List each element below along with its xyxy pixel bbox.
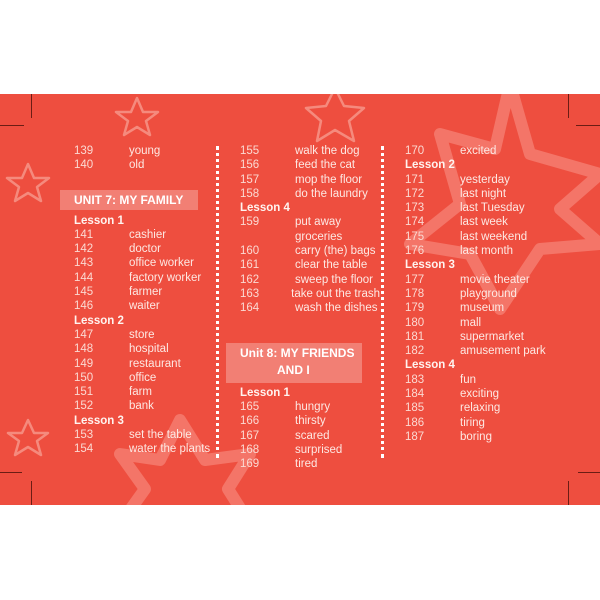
lesson-heading: Lesson 4 — [240, 202, 290, 215]
word-row: 172 last night — [405, 187, 507, 200]
word-row: 181 supermarket — [405, 330, 524, 343]
column-2: 155 walk the dog 156 feed the cat 157 mop t… — [226, 144, 380, 472]
star-icon — [304, 94, 366, 143]
word-row: 167 scared — [240, 429, 330, 442]
word-row: 173 last Tuesday — [405, 202, 525, 215]
word-row: 140 old — [74, 159, 145, 172]
word-row: 186 tiring — [405, 416, 485, 429]
word-row: 171 yesterday — [405, 173, 510, 186]
star-icon — [114, 96, 160, 137]
word-row: 147 store — [74, 328, 155, 341]
word-row: 142 doctor — [74, 243, 161, 256]
dotted-divider — [216, 146, 219, 458]
unit-8-heading: Unit 8: MY FRIENDS AND I — [226, 342, 362, 383]
word-row: 187 boring — [405, 430, 492, 443]
word-row: 177 movie theater — [405, 273, 530, 286]
large-star-icon — [404, 94, 600, 315]
word-row — [240, 316, 380, 330]
word-row: 144 factory worker — [74, 271, 202, 284]
crop-mark — [568, 481, 569, 505]
word-row: 168 surprised — [240, 444, 343, 457]
word-row: 161 clear the table — [240, 259, 368, 272]
vocabulary-card: 139 young 140 old UNIT 7: MY FAMILY Lesson… — [0, 94, 600, 505]
word-row: 157 mop the floor — [240, 173, 363, 186]
word-row: 184 exciting — [405, 388, 499, 401]
word-row: 160 carry (the) bags — [240, 245, 376, 258]
crop-mark — [31, 94, 32, 118]
word-row: 174 last week — [405, 216, 508, 229]
word-row: 163 take out the trash — [240, 287, 380, 300]
dotted-divider — [381, 146, 384, 458]
star-icon — [6, 418, 50, 457]
word-row: 170 excited — [405, 145, 497, 157]
word-row: 169 tired — [240, 458, 318, 471]
word-row: 165 hungry — [240, 401, 331, 414]
crop-mark — [576, 125, 600, 126]
crop-mark — [568, 94, 569, 118]
crop-mark — [0, 472, 22, 473]
word-row: 151 farm — [74, 386, 152, 399]
unit-8-title-line2: AND I — [277, 362, 310, 377]
lesson-heading: Lesson 3 — [405, 259, 455, 272]
lesson-heading: Lesson 2 — [74, 314, 124, 327]
word-row: 141 cashier — [74, 228, 167, 241]
decorative-stars — [5, 94, 600, 505]
word-row: 143 office worker — [74, 257, 194, 270]
word-row: 152 bank — [74, 400, 154, 413]
word-row: 166 thirsty — [240, 415, 326, 428]
word-row: 146 waiter — [74, 300, 160, 313]
word-row: 154 water the plants — [74, 443, 211, 456]
word-row: 155 walk the dog — [240, 145, 360, 157]
word-row: 176 last month — [405, 245, 514, 258]
word-row: 185 relaxing — [405, 402, 501, 415]
word-row: groceries — [295, 230, 343, 243]
word-row: 182 amusement park — [405, 345, 546, 358]
word-row: 164 wash the dishes — [240, 302, 378, 315]
unit-7-heading: UNIT 7: MY FAMILY — [60, 189, 198, 210]
lesson-heading: Lesson 3 — [74, 414, 124, 427]
word-row: 175 last weekend — [405, 230, 528, 243]
column-3: 170 excited Lesson 2 171 yesterday 172 last… — [405, 144, 555, 444]
word-row: 156 feed the cat — [240, 159, 356, 172]
unit-8-title-line1: Unit 8: MY FRIENDS — [240, 345, 355, 360]
large-star-icon — [114, 414, 256, 505]
word-row: 162 sweep the floor — [240, 273, 373, 286]
word-row: 159 put away — [240, 216, 342, 229]
word-row: 145 farmer — [74, 286, 163, 299]
column-1: 139 young 140 old UNIT 7: MY FAMILY Lesson… — [60, 144, 214, 457]
word-row: 179 museum — [405, 302, 505, 315]
word-row: 183 fun — [405, 373, 476, 386]
word-row: 150 office — [74, 371, 157, 384]
word-row: 148 hospital — [74, 343, 169, 356]
word-row: 139 young — [74, 145, 161, 157]
word-row: 153 set the table — [74, 429, 192, 442]
lesson-heading: Lesson 1 — [240, 386, 290, 399]
word-row: 149 restaurant — [74, 357, 181, 370]
word-row: 158 do the laundry — [240, 187, 368, 200]
lesson-heading: Lesson 2 — [405, 159, 455, 172]
crop-mark — [578, 472, 600, 473]
word-row: 178 playground — [405, 287, 517, 300]
crop-mark — [31, 481, 32, 505]
star-icon — [5, 162, 51, 203]
lesson-heading: Lesson 1 — [74, 214, 124, 227]
word-row: 180 mall — [405, 316, 482, 329]
crop-mark — [0, 125, 24, 126]
lesson-heading: Lesson 4 — [405, 359, 455, 372]
